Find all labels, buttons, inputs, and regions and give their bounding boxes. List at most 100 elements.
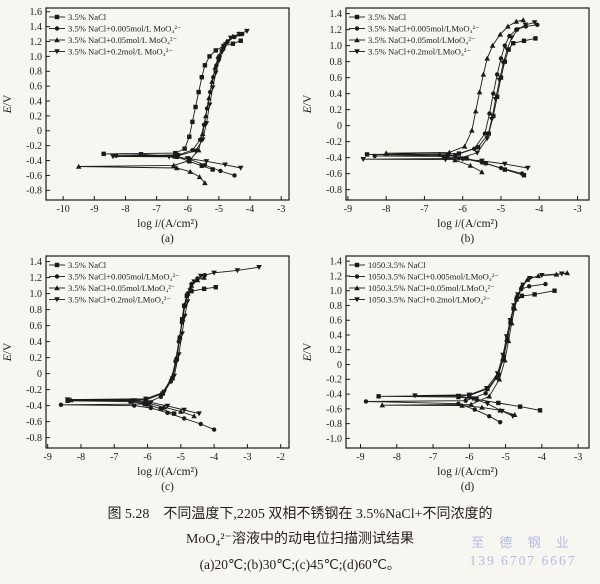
svg-text:0.4: 0.4 [30,337,43,348]
svg-text:-8: -8 [121,204,129,215]
svg-text:-8: -8 [393,452,401,463]
svg-text:-0.4: -0.4 [26,156,42,167]
svg-text:-3: -3 [573,204,581,215]
svg-text:-0.8: -0.8 [26,186,42,197]
svg-text:-3: -3 [277,204,285,215]
svg-text:-10: -10 [56,204,69,215]
svg-text:-0.8: -0.8 [326,419,342,430]
figure-caption: 图 5.28 不同温度下,2205 双相不锈钢在 3.5%NaCl+不同浓度的 … [0,496,600,577]
svg-text:3.5% NaCl+0.005mol/L MoO₄²⁻: 3.5% NaCl+0.005mol/L MoO₄²⁻ [68,24,182,34]
svg-text:1.6: 1.6 [30,7,43,18]
svg-text:1.4: 1.4 [330,257,343,268]
svg-text:1.2: 1.2 [330,25,343,36]
svg-text:0.8: 0.8 [330,57,343,68]
svg-text:1.4: 1.4 [330,9,343,20]
svg-text:-5: -5 [497,204,505,215]
svg-text:-8: -8 [382,204,390,215]
svg-text:-0.6: -0.6 [326,404,342,415]
subplot-grid: -10 -9 -8 -7 -6 -5 -4 -3 1.6 1.4 1.2 1.0 0.8 0.6 0.4 0.… [0,0,600,496]
svg-text:1050.3.5% NaCl: 1050.3.5% NaCl [368,260,426,270]
svg-text:-0.2: -0.2 [326,137,342,148]
svg-text:1.0: 1.0 [30,289,43,300]
svg-text:1.0: 1.0 [30,52,43,63]
svg-text:0.2: 0.2 [330,345,343,356]
svg-text:-9: -9 [344,204,352,215]
svg-text:-3: -3 [243,452,251,463]
svg-text:0.8: 0.8 [30,67,43,78]
svg-text:-0.4: -0.4 [326,153,342,164]
svg-text:-6: -6 [184,204,192,215]
caption-line-2: MoO₄²⁻溶液中的动电位扫描测试结果 [185,532,415,547]
svg-text:3.5% NaCl+0.2mol/LMoO₄²⁻: 3.5% NaCl+0.2mol/LMoO₄²⁻ [368,47,472,57]
svg-text:E/V: E/V [2,94,14,114]
svg-text:0.8: 0.8 [30,305,43,316]
svg-text:-2: -2 [277,452,285,463]
svg-text:(d): (d) [461,481,475,493]
svg-text:-6: -6 [465,452,473,463]
svg-text:-7: -7 [152,204,160,215]
chart-c-polarization: -9 -8 -7 -6 -5 -4 -3 -2 1.4 1.2 1.0 0.8 0.6 0.4 0.2 0 -0… [2,255,290,493]
svg-text:E/V: E/V [302,94,314,114]
svg-text:-5: -5 [177,452,185,463]
svg-text:0: 0 [337,360,342,371]
svg-text:-0.2: -0.2 [26,385,42,396]
svg-text:-0.6: -0.6 [26,171,42,182]
svg-text:3.5% NaCl+0.2mol/LMoO₄²⁻: 3.5% NaCl+0.2mol/LMoO₄²⁻ [68,295,172,305]
svg-text:E/V: E/V [302,342,314,362]
svg-text:0.2: 0.2 [330,105,343,116]
subplot-b: -9 -8 -7 -6 -5 -4 -3 1.4 1.2 1.0 0.8 0.6 0.4 0.2 0 -0.2… [300,0,600,248]
chart-a-polarization: -10 -9 -8 -7 -6 -5 -4 -3 1.6 1.4 1.2 1.0 0.8 0.6 0.4 0.… [2,7,290,245]
svg-text:1.4: 1.4 [30,257,43,268]
svg-text:-9: -9 [356,452,364,463]
svg-text:3.5% NaCl: 3.5% NaCl [68,12,107,22]
svg-text:0: 0 [37,126,42,137]
svg-text:3.5% NaCl: 3.5% NaCl [368,12,407,22]
svg-text:0: 0 [37,369,42,380]
svg-text:0.4: 0.4 [30,96,43,107]
caption-line-1: 图 5.28 不同温度下,2205 双相不锈钢在 3.5%NaCl+不同浓度的 [107,507,493,522]
svg-text:log i/(A/cm²): log i/(A/cm²) [137,466,198,478]
svg-text:-0.8: -0.8 [26,433,42,444]
svg-text:-4: -4 [535,204,543,215]
svg-text:(c): (c) [161,481,174,493]
svg-text:3.5% NaCl: 3.5% NaCl [68,260,107,270]
svg-text:-0.4: -0.4 [326,389,342,400]
svg-text:3.5% NaCl+0.2mol/L MoO₄²⁻: 3.5% NaCl+0.2mol/L MoO₄²⁻ [68,47,173,57]
svg-text:-0.6: -0.6 [26,417,42,428]
svg-text:1.2: 1.2 [30,273,43,284]
svg-text:-6: -6 [459,204,467,215]
svg-text:0.6: 0.6 [330,316,343,327]
svg-text:-8: -8 [77,452,85,463]
svg-text:-9: -9 [43,452,51,463]
svg-text:-7: -7 [420,204,428,215]
svg-text:1050.3.5% NaCl+0.2mol/LMoO₄²⁻: 1050.3.5% NaCl+0.2mol/LMoO₄²⁻ [368,295,491,305]
svg-text:1.2: 1.2 [330,271,343,282]
svg-text:3.5% NaCl+0.05mol/LMoO₄²⁻: 3.5% NaCl+0.05mol/LMoO₄²⁻ [368,35,476,45]
chart-b-polarization: -9 -8 -7 -6 -5 -4 -3 1.4 1.2 1.0 0.8 0.6 0.4 0.2 0 -0.2… [302,7,590,245]
subplot-a: -10 -9 -8 -7 -6 -5 -4 -3 1.6 1.4 1.2 1.0 0.8 0.6 0.4 0.… [0,0,300,248]
svg-text:-0.4: -0.4 [26,401,42,412]
svg-text:1050.3.5% NaCl+0.005mol/LMoO₄²: 1050.3.5% NaCl+0.005mol/LMoO₄²⁻ [368,272,499,282]
svg-text:log i/(A/cm²): log i/(A/cm²) [137,218,198,230]
svg-text:-7: -7 [429,452,437,463]
svg-text:(b): (b) [461,233,475,245]
caption-line-3: (a)20℃;(b)30℃;(c)45℃;(d)60℃。 [199,557,401,572]
svg-text:1.0: 1.0 [330,286,343,297]
svg-text:0.2: 0.2 [30,353,43,364]
svg-text:0.2: 0.2 [30,111,43,122]
svg-text:E/V: E/V [2,342,14,362]
chart-d-polarization: -9 -8 -7 -6 -5 -4 -3 1.4 1.2 1.0 0.8 0.6 0.4 0.2 0 -0.2… [302,255,590,493]
svg-text:-4: -4 [538,452,546,463]
svg-text:-4: -4 [210,452,218,463]
svg-text:-7: -7 [110,452,118,463]
svg-text:-0.2: -0.2 [326,375,342,386]
svg-text:3.5% NaCl+0.005mol/LMoO₄²⁻: 3.5% NaCl+0.005mol/LMoO₄²⁻ [368,24,480,34]
svg-text:-6: -6 [143,452,151,463]
subplot-c: -9 -8 -7 -6 -5 -4 -3 -2 1.4 1.2 1.0 0.8 0.6 0.4 0.2 0 -0… [0,248,300,496]
svg-text:1050.3.5% NaCl+0.05mol/LMoO₄²⁻: 1050.3.5% NaCl+0.05mol/LMoO₄²⁻ [368,283,495,293]
svg-text:0.6: 0.6 [30,321,43,332]
svg-text:0.4: 0.4 [330,89,343,100]
svg-text:-3: -3 [574,452,582,463]
svg-text:0.6: 0.6 [330,73,343,84]
